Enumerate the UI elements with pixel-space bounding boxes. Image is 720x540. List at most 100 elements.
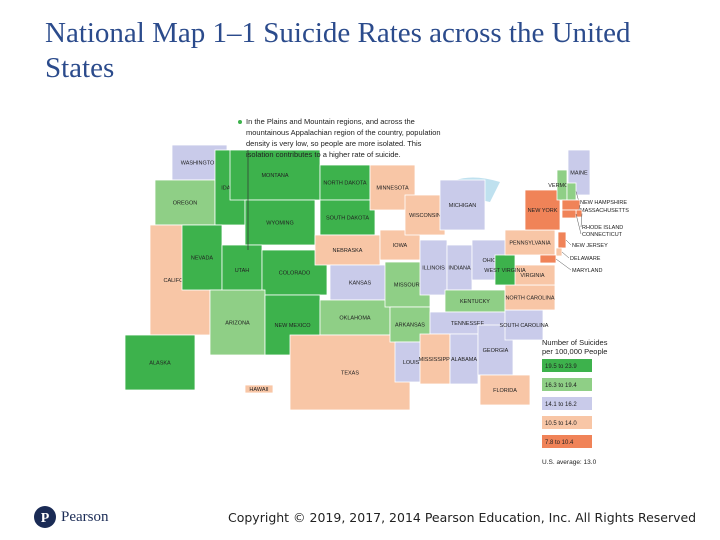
- state: [154, 179, 216, 226]
- state-label: NEW MEXICO: [274, 323, 311, 329]
- state: [209, 289, 266, 356]
- state: [419, 333, 451, 385]
- leader-line: [575, 213, 582, 235]
- leader-line: [555, 258, 572, 271]
- legend-title-line: Number of Suicides: [542, 338, 608, 347]
- state-label: KENTUCKY: [460, 299, 490, 305]
- leader-line: [578, 204, 581, 211]
- state-label: WASHINGTON: [181, 161, 219, 167]
- legend-swatch: [542, 359, 592, 372]
- state-label: NORTH CAROLINA: [505, 296, 554, 302]
- annotation: In the Plains and Mountain regions, and …: [246, 117, 441, 159]
- state-label: SOUTH DAKOTA: [326, 216, 369, 222]
- legend-title-line: per 100,000 People: [542, 347, 607, 356]
- state-label: TENNESSEE: [451, 321, 485, 327]
- state-label: MONTANA: [261, 173, 288, 179]
- state: [314, 234, 381, 266]
- state: [561, 209, 577, 219]
- slide-title: National Map 1–1 Suicide Rates across th…: [45, 17, 631, 84]
- annotation-line: density is very low, so people are more …: [246, 139, 422, 148]
- logo: P Pearson: [33, 505, 109, 529]
- state-label: MICHIGAN: [449, 203, 477, 209]
- state-label: ARIZONA: [225, 321, 250, 327]
- annotation-line: mountainous Appalachian region of the co…: [246, 128, 441, 137]
- state-label: NEVADA: [191, 256, 214, 262]
- state-label: OHIO: [482, 258, 497, 264]
- state: [319, 199, 376, 236]
- state-label: MASSACHUSETTS: [580, 208, 629, 214]
- state-label: CONNECTICUT: [582, 232, 623, 238]
- legend-item: 19.5 to 23.9: [542, 359, 592, 372]
- state-label: MAINE: [570, 171, 588, 177]
- state-label: NORTH DAKOTA: [323, 181, 367, 187]
- legend-label: 16.3 to 19.4: [545, 383, 577, 389]
- state-label: VIRGINIA: [520, 273, 544, 279]
- leader-line: [565, 239, 572, 246]
- state-label: FLORIDA: [493, 388, 517, 394]
- state: [329, 264, 391, 301]
- state: [244, 384, 274, 394]
- legend-item: 7.8 to 10.4: [542, 435, 592, 448]
- state: [555, 247, 563, 257]
- legend-label: 14.1 to 16.2: [545, 402, 577, 408]
- leader-line: [561, 251, 570, 259]
- logo-icon: P: [34, 506, 56, 528]
- state-label: INDIANA: [448, 266, 471, 272]
- state-label: OKLAHOMA: [339, 316, 371, 322]
- logo-text: Pearson: [61, 508, 109, 525]
- state-label: OREGON: [173, 201, 197, 207]
- state: [244, 199, 316, 246]
- state-label: UTAH: [235, 268, 250, 274]
- legend-swatch: [542, 378, 592, 391]
- legend-label: 7.8 to 10.4: [545, 440, 574, 446]
- state: [449, 333, 479, 385]
- state-label: ILLINOIS: [422, 266, 445, 272]
- copyright: Copyright © 2019, 2017, 2014 Pearson Edu…: [228, 510, 697, 525]
- state-label: MARYLAND: [572, 268, 602, 274]
- state-label: WYOMING: [266, 221, 294, 227]
- legend-swatch: [542, 397, 592, 410]
- state-label: ARKANSAS: [395, 323, 425, 329]
- legend-title: Number of Suicides per 100,000 People: [542, 338, 608, 356]
- legend-swatch: [542, 416, 592, 429]
- state: [575, 209, 583, 218]
- annotation-dot: [238, 120, 242, 124]
- legend-label: 10.5 to 14.0: [545, 421, 577, 427]
- state: [479, 374, 531, 406]
- legend-item: 16.3 to 19.4: [542, 378, 592, 391]
- state-label: ALABAMA: [451, 357, 477, 363]
- state: [539, 254, 557, 264]
- leader-line: [580, 213, 583, 228]
- state-label: MISSISSIPPI: [419, 357, 452, 363]
- annotation-line: In the Plains and Mountain regions, and …: [246, 117, 415, 126]
- state-label: HAWAII: [249, 387, 269, 393]
- state: [557, 231, 567, 249]
- legend-item: 10.5 to 14.0: [542, 416, 592, 429]
- state: [181, 224, 223, 291]
- state: [504, 229, 556, 256]
- state: [369, 164, 416, 211]
- state-label: IOWA: [393, 243, 408, 249]
- state-label: TEXAS: [341, 371, 359, 377]
- legend-swatch: [542, 435, 592, 448]
- state-label: SOUTH CAROLINA: [500, 323, 549, 329]
- state-label: NEW JERSEY: [572, 243, 608, 249]
- state-label: MISSOURI: [394, 283, 422, 289]
- state-label: NEW YORK: [528, 208, 558, 214]
- state-label: WISCONSIN: [409, 213, 441, 219]
- state: [419, 239, 448, 296]
- state: [289, 334, 411, 411]
- legend-item: 14.1 to 16.2: [542, 397, 592, 410]
- legend-label: 19.5 to 23.9: [545, 364, 577, 370]
- state: [404, 194, 446, 236]
- state-label: GEORGIA: [483, 348, 509, 354]
- state-label: NEW HAMPSHIRE: [580, 200, 627, 206]
- state-label: WEST VIRGINIA: [484, 268, 526, 274]
- state-label: DELAWARE: [570, 256, 601, 262]
- legend-note: U.S. average: 13.0: [542, 459, 597, 466]
- state-label: ALASKA: [149, 361, 171, 367]
- state-label: VERMONT: [548, 183, 576, 189]
- state: [561, 199, 581, 211]
